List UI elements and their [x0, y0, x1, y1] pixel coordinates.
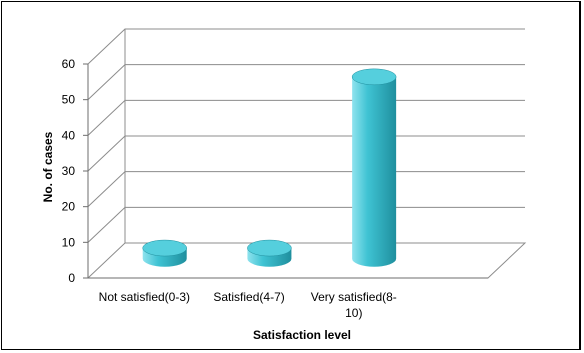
bar — [351, 68, 397, 267]
y-tick-label: 0 — [68, 271, 75, 285]
bar-layer — [142, 68, 397, 267]
bar-body — [352, 76, 397, 267]
grid-layer — [83, 28, 527, 279]
gridline — [87, 99, 525, 136]
y-tick-label: 20 — [62, 200, 76, 214]
y-tick-label: 10 — [62, 235, 76, 249]
gridline — [87, 64, 525, 101]
bar-top — [142, 239, 187, 257]
gridline — [87, 206, 525, 243]
x-tick-label: Satisfied(4-7) — [213, 290, 284, 304]
label-layer: No. of cases Satisfaction level 0 10 20 30 4… — [41, 57, 397, 342]
gridline — [87, 135, 525, 172]
bar-top — [351, 68, 397, 86]
y-tick-label: 60 — [62, 57, 76, 71]
bar — [142, 239, 187, 267]
gridline — [87, 28, 525, 65]
x-axis-title: Satisfaction level — [253, 328, 351, 342]
y-axis-title: No. of cases — [41, 131, 55, 202]
y-tick-label: 50 — [62, 93, 76, 107]
x-tick-label: Very satisfied(8-10) — [311, 290, 397, 320]
y-tick-label: 30 — [62, 164, 76, 178]
bar — [247, 239, 292, 267]
bar-top — [247, 239, 292, 257]
y-tick-label: 40 — [62, 128, 76, 142]
x-tick-label: Not satisfied(0-3) — [99, 290, 190, 304]
gridline — [87, 171, 525, 208]
